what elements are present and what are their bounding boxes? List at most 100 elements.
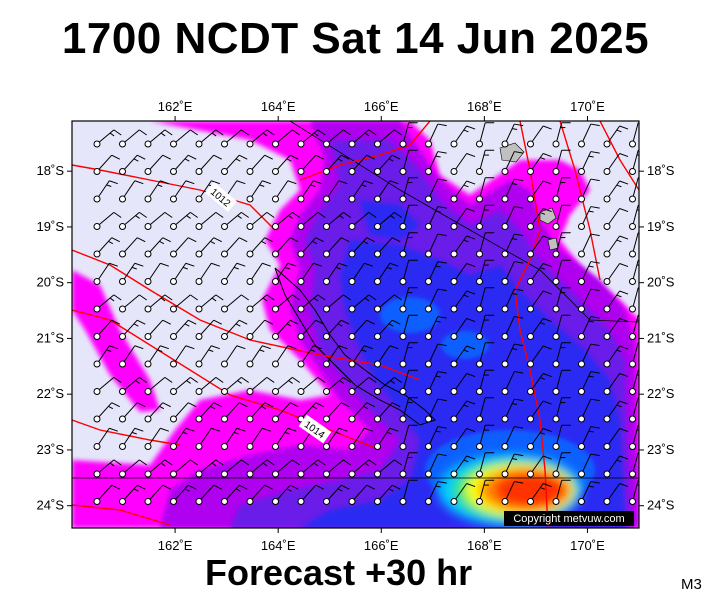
wind-barb: [578, 206, 600, 230]
lat-label-left: 19˚S: [37, 219, 65, 234]
wind-barb: [450, 290, 476, 313]
wind-barb: [374, 262, 399, 285]
wind-barb: [323, 376, 352, 395]
wind-barb: [297, 262, 322, 285]
wind-barb: [272, 459, 301, 478]
wind-barb: [246, 262, 271, 285]
wind-barb: [170, 154, 197, 175]
wind-barb: [399, 452, 418, 478]
wind-barb: [119, 294, 148, 313]
wind-barb: [603, 318, 629, 340]
wind-barb: [501, 481, 524, 505]
wind-barb: [348, 376, 377, 395]
wind-barb: [425, 233, 447, 258]
wind-barb: [476, 452, 495, 478]
wind-barb: [170, 129, 199, 148]
wind-barb: [527, 455, 552, 478]
wind-barb: [374, 459, 403, 478]
wind-barb: [425, 123, 447, 148]
wind-barb: [578, 233, 600, 258]
wind-barb: [374, 294, 403, 313]
map-axes: 162˚E 162˚E 164˚E 164˚E 166˚E 166˚E 168˚E 168˚E…: [37, 99, 675, 553]
wind-barb: [246, 294, 275, 313]
wind-barb: [221, 211, 250, 230]
wind-barb: [297, 129, 326, 148]
wind-barb: [527, 318, 552, 340]
wind-barb: [93, 180, 118, 203]
wind-barb: [221, 319, 248, 340]
wind-barb: [527, 428, 552, 450]
wind-barb: [93, 129, 122, 148]
wind-barb: [348, 237, 375, 258]
wind-barb: [246, 154, 273, 175]
wind-barb: [348, 427, 373, 450]
wind-barb: [93, 211, 122, 230]
wind-barb: [501, 288, 524, 313]
wind-barb: [552, 424, 571, 450]
wind-barb: [195, 129, 224, 148]
wind-barb: [195, 484, 222, 505]
wind-barb: [476, 259, 495, 285]
wind-barb: [629, 122, 639, 148]
wind-barb: [552, 369, 571, 395]
wind-barb: [297, 294, 326, 313]
lon-label-bottom: 168˚E: [467, 538, 502, 553]
wind-barb: [527, 345, 552, 368]
wind-barb: [297, 402, 324, 423]
wind-barb: [144, 484, 171, 505]
wind-barb: [170, 319, 197, 340]
wind-barb: [527, 235, 552, 258]
wind-barb: [399, 232, 418, 258]
wind-barb: [323, 262, 348, 285]
wind-barb: [603, 483, 629, 505]
wind-barb: [603, 235, 629, 258]
wind-barb: [170, 484, 197, 505]
wind-barb: [374, 319, 401, 340]
wind-barb: [629, 177, 639, 203]
wind-barb: [348, 459, 377, 478]
lat-label-left: 18˚S: [37, 163, 65, 178]
wind-barb: [374, 376, 403, 395]
wind-barb: [246, 129, 275, 148]
lon-label-bottom: 170˚E: [570, 538, 605, 553]
wind-barb: [297, 211, 326, 230]
wind-barb: [399, 424, 418, 450]
wind-barb: [119, 319, 146, 340]
wind-barb: [476, 149, 495, 175]
wind-barb: [272, 345, 297, 368]
wind-barb: [272, 180, 297, 203]
copyright-box: [504, 511, 634, 526]
wind-barbs: [93, 122, 639, 505]
wind-barb: [552, 122, 571, 148]
wind-barb: [501, 206, 524, 230]
wind-barb: [246, 484, 273, 505]
wind-barb: [323, 237, 350, 258]
lon-label-top: 162˚E: [158, 99, 193, 114]
islands: [499, 142, 559, 251]
wind-barb: [195, 237, 222, 258]
wind-barb: [552, 452, 571, 478]
wind-barb: [246, 459, 275, 478]
wind-barb: [527, 208, 552, 230]
wind-barb: [399, 287, 418, 313]
wind-barb: [297, 376, 326, 395]
wind-barb: [476, 479, 495, 505]
wind-barb: [297, 237, 324, 258]
wind-barb: [603, 263, 629, 285]
wind-barb: [119, 154, 146, 175]
wind-barb: [629, 342, 639, 368]
wind-barb: [144, 129, 173, 148]
wind-barb: [272, 262, 297, 285]
wind-barb: [603, 455, 629, 478]
wind-barb: [399, 259, 418, 285]
wind-barb: [119, 211, 148, 230]
wind-barb: [476, 122, 495, 148]
wind-barb: [603, 153, 629, 175]
wind-barb: [476, 314, 495, 340]
lon-label-top: 166˚E: [364, 99, 399, 114]
lon-label-bottom: 166˚E: [364, 538, 399, 553]
wind-barb: [93, 427, 118, 450]
lat-label-left: 23˚S: [37, 442, 65, 457]
wind-barb: [501, 178, 524, 203]
